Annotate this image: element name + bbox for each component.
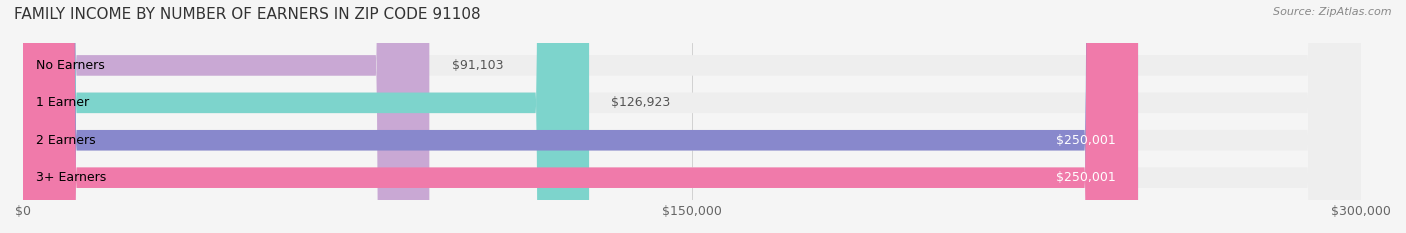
Text: 1 Earner: 1 Earner <box>37 96 90 109</box>
Text: $126,923: $126,923 <box>612 96 671 109</box>
Text: Source: ZipAtlas.com: Source: ZipAtlas.com <box>1274 7 1392 17</box>
Text: $250,001: $250,001 <box>1056 134 1116 147</box>
FancyBboxPatch shape <box>22 0 589 233</box>
Text: 2 Earners: 2 Earners <box>37 134 96 147</box>
Text: $250,001: $250,001 <box>1056 171 1116 184</box>
FancyBboxPatch shape <box>22 0 1361 233</box>
Text: $91,103: $91,103 <box>451 59 503 72</box>
FancyBboxPatch shape <box>22 0 1361 233</box>
FancyBboxPatch shape <box>22 0 1137 233</box>
Text: No Earners: No Earners <box>37 59 105 72</box>
Text: FAMILY INCOME BY NUMBER OF EARNERS IN ZIP CODE 91108: FAMILY INCOME BY NUMBER OF EARNERS IN ZI… <box>14 7 481 22</box>
Text: 3+ Earners: 3+ Earners <box>37 171 107 184</box>
FancyBboxPatch shape <box>22 0 1361 233</box>
FancyBboxPatch shape <box>22 0 1137 233</box>
FancyBboxPatch shape <box>22 0 1361 233</box>
FancyBboxPatch shape <box>22 0 429 233</box>
